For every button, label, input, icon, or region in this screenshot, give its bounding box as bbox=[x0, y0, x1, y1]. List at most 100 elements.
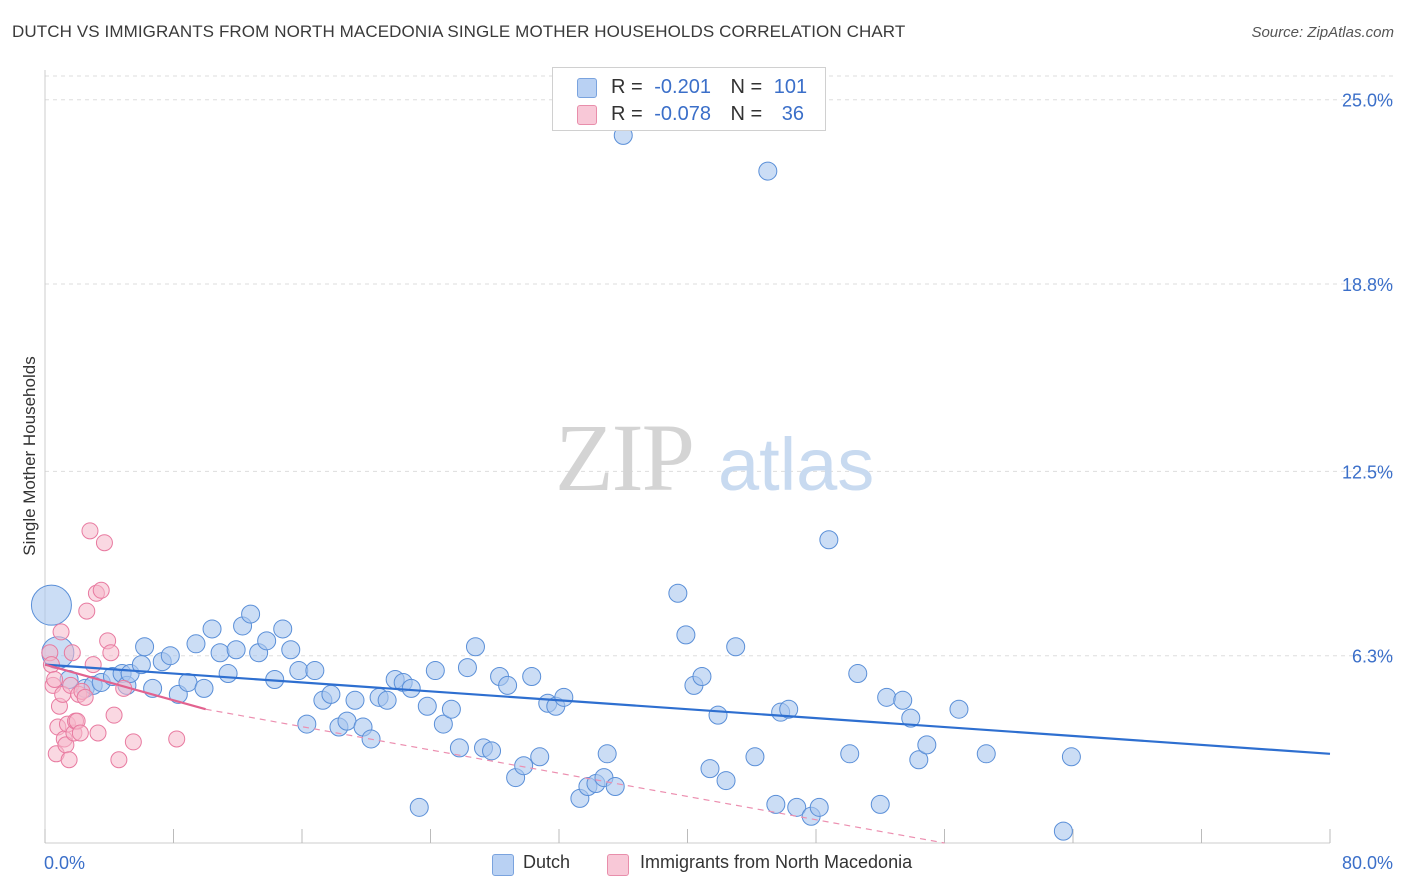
macedonia-point bbox=[89, 724, 107, 742]
dutch-point bbox=[787, 797, 807, 817]
macedonia-point bbox=[52, 623, 70, 641]
dutch-point bbox=[135, 637, 155, 657]
dutch-point bbox=[877, 687, 897, 707]
dutch-point bbox=[482, 741, 502, 761]
dutch-point bbox=[745, 747, 765, 767]
macedonia-point bbox=[84, 656, 102, 674]
dutch-point bbox=[893, 690, 913, 710]
dutch-point bbox=[433, 714, 453, 734]
legend-n-value: 101 bbox=[773, 76, 808, 98]
y-tick-label: 6.3% bbox=[1352, 647, 1393, 667]
dutch-point bbox=[202, 619, 222, 639]
legend-n-value: 36 bbox=[781, 103, 805, 125]
macedonia-point bbox=[76, 688, 94, 706]
dutch-point bbox=[819, 530, 839, 550]
macedonia-point bbox=[110, 751, 128, 769]
dutch-point bbox=[976, 744, 996, 764]
dutch-point bbox=[194, 678, 214, 698]
dutch-point bbox=[605, 777, 625, 797]
dutch-point bbox=[273, 619, 293, 639]
x-tick-label-max: 80.0% bbox=[1342, 853, 1393, 873]
macedonia-point bbox=[63, 644, 81, 662]
dutch-point bbox=[441, 699, 461, 719]
dutch-point bbox=[210, 643, 230, 663]
bottom-legend-dutch: Dutch bbox=[523, 852, 571, 872]
dutch-point bbox=[178, 672, 198, 692]
watermark-zip: ZIP bbox=[555, 404, 693, 511]
dutch-point bbox=[289, 661, 309, 681]
legend-n-label: N = bbox=[730, 103, 763, 125]
dutch-point bbox=[425, 661, 445, 681]
dutch-point bbox=[700, 759, 720, 779]
dutch-point bbox=[498, 675, 518, 695]
dutch-point bbox=[401, 678, 421, 698]
macedonia-point bbox=[105, 706, 123, 724]
macedonia-point bbox=[168, 730, 186, 748]
macedonia-point bbox=[71, 724, 89, 742]
dutch-point bbox=[1061, 747, 1081, 767]
macedonia-point bbox=[60, 751, 78, 769]
dutch-point bbox=[726, 637, 746, 657]
bottom-legend-swatch-dutch bbox=[492, 854, 514, 876]
dutch-point bbox=[409, 797, 429, 817]
macedonia-point bbox=[81, 522, 99, 540]
source-label: Source: ZipAtlas.com bbox=[1251, 24, 1394, 41]
dutch-point bbox=[758, 161, 778, 181]
legend: R = -0.201 N = 101 R = -0.078 N = 36 bbox=[552, 67, 826, 131]
bottom-legend-swatch-macedonia bbox=[607, 854, 629, 876]
grid bbox=[45, 75, 1395, 657]
macedonia-trend-line bbox=[44, 663, 206, 711]
watermark: ZIP atlas bbox=[555, 404, 874, 511]
dutch-point bbox=[668, 583, 688, 603]
legend-swatch-dutch bbox=[577, 78, 597, 98]
dutch-point bbox=[449, 738, 469, 758]
dutch-point bbox=[465, 637, 485, 657]
dutch-point bbox=[708, 705, 728, 725]
dutch-point bbox=[909, 750, 929, 770]
legend-r-value: -0.201 bbox=[654, 76, 711, 98]
dutch-point bbox=[257, 631, 277, 651]
legend-r-label: R = bbox=[611, 76, 643, 98]
macedonia-point bbox=[124, 733, 142, 751]
dutch-point bbox=[554, 687, 574, 707]
dutch-point bbox=[186, 634, 206, 654]
macedonia-points bbox=[41, 522, 186, 769]
dutch-point bbox=[297, 714, 317, 734]
macedonia-point bbox=[95, 534, 113, 552]
dutch-point bbox=[345, 690, 365, 710]
macedonia-trend-extension bbox=[205, 708, 945, 844]
dutch-point bbox=[901, 708, 921, 728]
bottom-legend-macedonia: Immigrants from North Macedonia bbox=[640, 852, 913, 872]
chart-title: DUTCH VS IMMIGRANTS FROM NORTH MACEDONIA… bbox=[12, 22, 906, 41]
dutch-point bbox=[241, 604, 261, 624]
dutch-point bbox=[160, 646, 180, 666]
y-tick-label: 25.0% bbox=[1342, 91, 1393, 111]
macedonia-point bbox=[92, 581, 110, 599]
dutch-point bbox=[30, 584, 72, 626]
y-tick-label: 18.8% bbox=[1342, 275, 1393, 295]
dutch-point bbox=[949, 699, 969, 719]
dutch-point bbox=[1053, 821, 1073, 841]
dutch-point bbox=[514, 756, 534, 776]
dutch-point bbox=[281, 640, 301, 660]
axes bbox=[44, 70, 1331, 844]
macedonia-point bbox=[46, 670, 64, 688]
dutch-trend-line bbox=[44, 663, 1331, 755]
dutch-point bbox=[321, 684, 341, 704]
legend-n-label: N = bbox=[730, 76, 763, 98]
watermark-atlas: atlas bbox=[718, 423, 874, 506]
dutch-point bbox=[766, 794, 786, 814]
trend-lines bbox=[44, 663, 1331, 844]
dutch-point bbox=[226, 640, 246, 660]
dutch-point bbox=[218, 664, 238, 684]
tick-labels: 6.3% 12.5% 18.8% 25.0% 0.0% 80.0% bbox=[44, 91, 1393, 873]
dutch-point bbox=[848, 664, 868, 684]
macedonia-point bbox=[102, 644, 120, 662]
legend-swatch-macedonia bbox=[577, 105, 597, 125]
y-tick-label: 12.5% bbox=[1342, 462, 1393, 482]
dutch-point bbox=[779, 699, 799, 719]
dutch-point bbox=[692, 667, 712, 687]
dutch-point bbox=[457, 658, 477, 678]
dutch-point bbox=[305, 661, 325, 681]
